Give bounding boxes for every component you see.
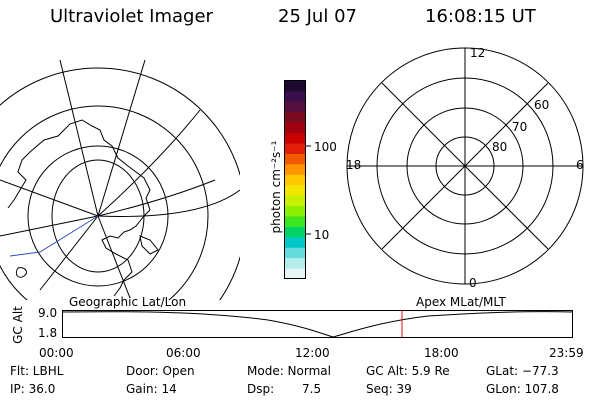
- colorbar-unit-label: photon cm⁻²s⁻¹: [269, 140, 283, 234]
- color-scale-ticks: [305, 145, 311, 235]
- colorbar-cell: [285, 112, 305, 124]
- gain-info: Gain: 14: [126, 382, 177, 396]
- colorbar-cell: [285, 133, 305, 145]
- dsp-label: Dsp:: [247, 382, 275, 396]
- timeline-y-axis-label: GC Alt: [11, 306, 25, 344]
- colorbar-cell: [285, 216, 305, 228]
- timeline-tick-2359: 23:59: [549, 346, 584, 360]
- colorbar-cell: [285, 101, 305, 113]
- ip-info: IP: 36.0: [10, 382, 56, 396]
- timeline-y-min: 1.8: [38, 326, 58, 340]
- polar-label-0: 0: [469, 276, 477, 290]
- colorbar-cell: [285, 91, 305, 103]
- polar-label-18: 18: [346, 158, 362, 172]
- colorbar-cell: [285, 195, 305, 207]
- filter-info: Flt: LBHL: [10, 364, 64, 378]
- colorbar-cell: [285, 268, 305, 280]
- colorbar-cell: [285, 143, 305, 155]
- polar-label-60: 60: [534, 98, 550, 112]
- polar-label-70: 70: [512, 120, 528, 134]
- colorbar-cell: [285, 153, 305, 165]
- polar-label-80: 80: [492, 140, 508, 154]
- colorbar-cell: [285, 247, 305, 259]
- altitude-timeline: [62, 310, 573, 338]
- glon-info: GLon: 107.8: [486, 382, 559, 396]
- instrument-title: Ultraviolet Imager: [50, 6, 213, 27]
- timeline-tick-0600: 06:00: [166, 346, 201, 360]
- colorbar-tick-10: 10: [314, 228, 330, 242]
- gc-alt-info: GC Alt: 5.9 Re: [366, 364, 450, 378]
- polar-mlat-mlt-plot: [346, 47, 584, 285]
- timeline-tick-1200: 12:00: [295, 346, 330, 360]
- color-scale-bar: [284, 80, 306, 280]
- colorbar-cell: [285, 174, 305, 186]
- colorbar-cell: [285, 226, 305, 238]
- polar-label-6: 6: [576, 158, 584, 172]
- mode-info: Mode: Normal: [247, 364, 331, 378]
- geographic-map: [0, 59, 240, 300]
- colorbar-cell: [285, 122, 305, 134]
- seq-info: Seq: 39: [366, 382, 412, 396]
- colorbar-tick-100: 100: [314, 140, 337, 154]
- glat-info: GLat: −77.3: [486, 364, 559, 378]
- colorbar-cell: [285, 206, 305, 217]
- door-info: Door: Open: [126, 364, 195, 378]
- colorbar-cell: [285, 237, 305, 249]
- timeline-y-max: 9.0: [38, 306, 58, 320]
- date-label: 25 Jul 07: [278, 6, 357, 27]
- polar-label-12: 12: [470, 46, 486, 60]
- colorbar-cell: [285, 164, 305, 176]
- timeline-tick-0000: 00:00: [39, 346, 74, 360]
- colorbar-cell: [285, 185, 305, 197]
- timeline-right-title: Apex MLat/MLT: [416, 295, 506, 309]
- time-label: 16:08:15 UT: [425, 6, 536, 27]
- timeline-tick-1800: 18:00: [424, 346, 459, 360]
- timeline-left-title: Geographic Lat/Lon: [69, 295, 187, 309]
- colorbar-cell: [285, 258, 305, 270]
- colorbar-cell: [285, 81, 305, 92]
- dsp-value: 7.5: [302, 382, 322, 396]
